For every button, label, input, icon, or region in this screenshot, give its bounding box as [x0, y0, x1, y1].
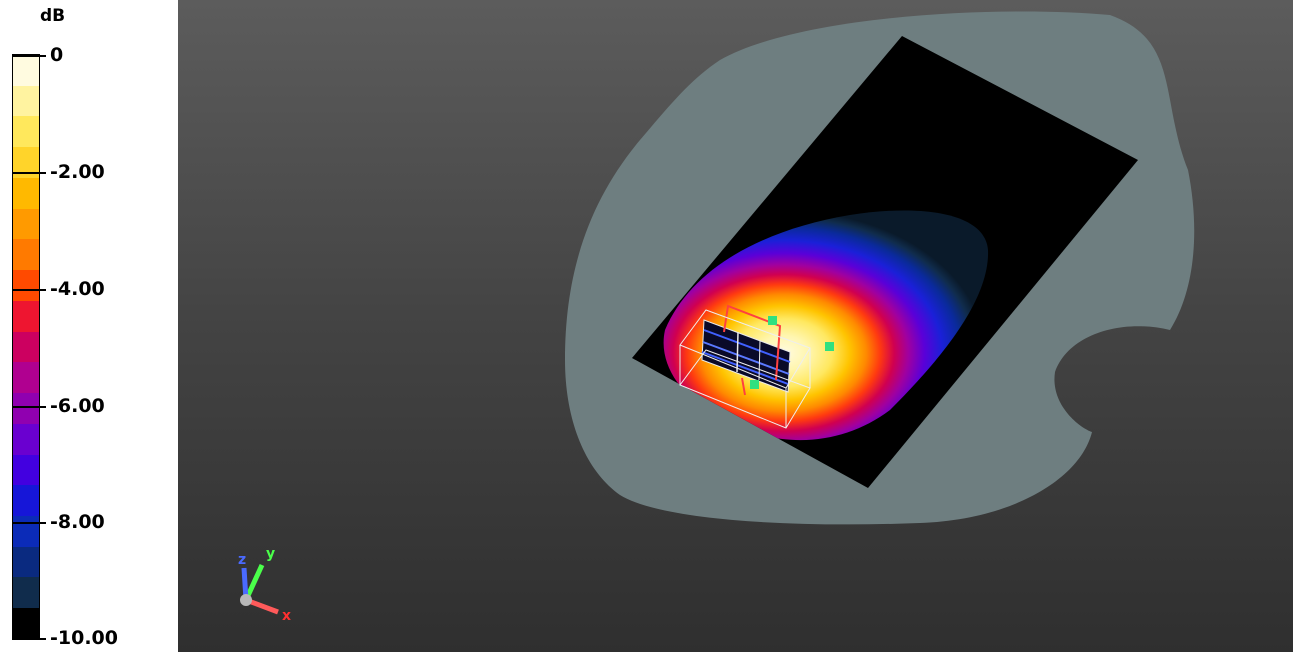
axis-label-z: z	[238, 552, 246, 568]
colorbar-band	[13, 300, 39, 332]
probe-marker	[750, 380, 759, 389]
legend-tick-10-line	[12, 638, 46, 640]
colorbar-band	[13, 55, 39, 86]
colorbar-band	[13, 239, 39, 271]
legend-unit-label: dB	[40, 6, 66, 26]
legend-tick-0-line	[12, 55, 46, 57]
colorbar-band	[13, 516, 39, 547]
colorbar-band	[13, 423, 39, 455]
scene-render: z y x	[238, 11, 1195, 624]
colorbar-band	[13, 116, 39, 148]
colorbar-band	[13, 454, 39, 486]
antenna-device	[679, 304, 811, 429]
legend-tick-0: 0	[50, 44, 64, 66]
color-legend: dB 0 -2.00 -4.00 -6.00 -8.00 -10.00	[0, 0, 178, 652]
colorbar-band	[13, 577, 39, 609]
axis-label-y: y	[266, 546, 275, 562]
legend-tick-4-line	[12, 289, 46, 291]
colorbar-band	[13, 331, 39, 363]
legend-tick-2: -2.00	[50, 161, 105, 183]
colorbar	[12, 54, 40, 640]
colorbar-band	[13, 393, 39, 424]
legend-tick-10: -10.00	[50, 627, 118, 649]
legend-tick-2-line	[12, 172, 46, 174]
3d-viewport[interactable]: z y x	[178, 0, 1293, 652]
colorbar-band	[13, 608, 39, 639]
probe-marker	[768, 316, 777, 325]
colorbar-band	[13, 177, 39, 209]
legend-tick-8: -8.00	[50, 511, 105, 533]
colorbar-band	[13, 362, 39, 394]
legend-tick-4: -4.00	[50, 278, 105, 300]
colorbar-band	[13, 485, 39, 517]
colorbar-band	[13, 85, 39, 117]
axis-label-x: x	[282, 608, 291, 624]
legend-tick-6: -6.00	[50, 395, 105, 417]
colorbar-band	[13, 208, 39, 240]
legend-tick-8-line	[12, 522, 46, 524]
field-heatmap	[663, 210, 989, 441]
probe-marker	[825, 342, 834, 351]
axis-triad	[240, 563, 279, 615]
legend-tick-6-line	[12, 406, 46, 408]
colorbar-band	[13, 546, 39, 578]
colorbar-band	[13, 270, 39, 301]
